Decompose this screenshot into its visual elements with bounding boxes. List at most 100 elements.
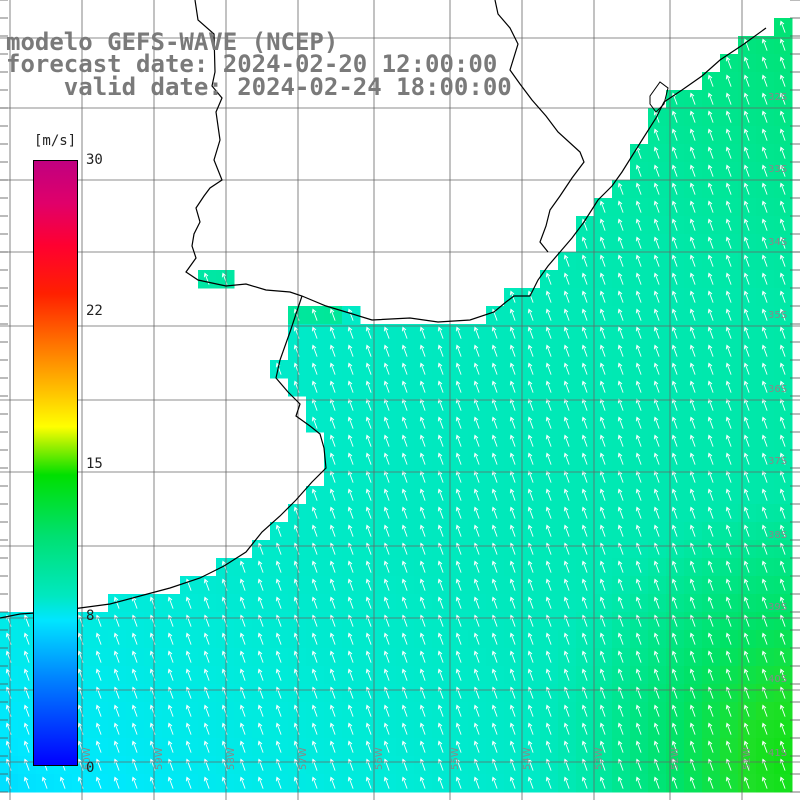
- wind-arrow: [329, 776, 336, 789]
- wind-arrow: [527, 740, 534, 753]
- wind-arrow: [599, 650, 606, 663]
- wind-arrow: [707, 560, 714, 573]
- wind-arrow: [545, 578, 552, 591]
- wind-arrow: [365, 380, 372, 393]
- wind-arrow: [761, 38, 768, 51]
- wind-arrow: [383, 488, 390, 501]
- wind-arrow: [599, 380, 606, 393]
- wind-arrow: [563, 290, 570, 303]
- wind-arrow: [779, 452, 786, 465]
- wind-arrow: [527, 524, 534, 537]
- wind-arrow: [743, 452, 750, 465]
- wind-arrow: [329, 488, 336, 501]
- wind-arrow: [347, 398, 354, 411]
- wind-arrow: [563, 398, 570, 411]
- wind-arrow: [491, 632, 498, 645]
- wind-arrow: [725, 164, 732, 177]
- wind-arrow: [473, 578, 480, 591]
- wind-arrow: [689, 488, 696, 501]
- wind-arrow: [311, 668, 318, 681]
- wind-arrow: [491, 650, 498, 663]
- lon-label: 52W: [670, 747, 681, 770]
- wind-arrow: [473, 506, 480, 519]
- wind-arrow: [779, 506, 786, 519]
- wind-arrow: [761, 128, 768, 141]
- wind-arrow: [383, 578, 390, 591]
- wind-arrow: [581, 362, 588, 375]
- wind-arrow: [563, 506, 570, 519]
- wind-arrow: [689, 272, 696, 285]
- wind-arrow: [563, 434, 570, 447]
- wind-arrow: [113, 704, 120, 717]
- wind-arrow: [527, 668, 534, 681]
- wind-arrow: [635, 254, 642, 267]
- wind-arrow: [491, 470, 498, 483]
- wind-arrow: [401, 398, 408, 411]
- wind-arrow: [419, 650, 426, 663]
- wind-arrow: [311, 740, 318, 753]
- wind-arrow: [581, 416, 588, 429]
- wind-arrow: [707, 668, 714, 681]
- wind-arrow: [563, 326, 570, 339]
- wind-arrow: [725, 326, 732, 339]
- wind-arrow: [653, 560, 660, 573]
- wind-arrow: [617, 272, 624, 285]
- wind-arrow: [707, 596, 714, 609]
- lon-label: 55W: [450, 747, 461, 770]
- lon-label: 59W: [154, 747, 165, 770]
- wind-arrow: [653, 380, 660, 393]
- wind-arrow: [725, 578, 732, 591]
- wind-arrow: [383, 434, 390, 447]
- wind-arrow: [329, 524, 336, 537]
- wind-arrow: [635, 776, 642, 789]
- wind-arrow: [329, 560, 336, 573]
- wind-arrow: [707, 722, 714, 735]
- wind-arrow: [689, 398, 696, 411]
- wind-arrow: [113, 596, 120, 609]
- wind-arrow: [671, 182, 678, 195]
- wind-arrow: [509, 722, 516, 735]
- wind-arrow: [473, 722, 480, 735]
- wind-arrow: [23, 650, 30, 663]
- lat-label: 33S: [768, 164, 787, 175]
- wind-arrow: [347, 506, 354, 519]
- wind-arrow: [329, 578, 336, 591]
- wind-arrow: [671, 776, 678, 789]
- wind-arrow: [653, 506, 660, 519]
- wind-arrow: [707, 326, 714, 339]
- wind-arrow: [365, 506, 372, 519]
- wind-arrow: [707, 110, 714, 123]
- wind-arrow: [401, 416, 408, 429]
- wind-arrow: [329, 470, 336, 483]
- wind-arrow: [437, 650, 444, 663]
- wind-arrow: [347, 380, 354, 393]
- wind-arrow: [689, 128, 696, 141]
- wind-arrow: [707, 200, 714, 213]
- wind-arrow: [329, 326, 336, 339]
- colorbar-tick-22: 22: [86, 303, 103, 319]
- wind-arrow: [509, 470, 516, 483]
- wind-arrow: [761, 560, 768, 573]
- wind-arrow: [743, 272, 750, 285]
- lat-label: 34S: [768, 237, 787, 248]
- wind-arrow: [347, 668, 354, 681]
- wind-arrow: [689, 578, 696, 591]
- wind-arrow: [671, 704, 678, 717]
- wind-arrow: [779, 434, 786, 447]
- wind-arrow: [779, 722, 786, 735]
- wind-arrow: [761, 506, 768, 519]
- wind-arrow: [509, 578, 516, 591]
- wind-arrow: [275, 596, 282, 609]
- wind-arrow: [725, 452, 732, 465]
- wind-arrow: [509, 524, 516, 537]
- wind-arrow: [635, 326, 642, 339]
- wind-arrow: [257, 632, 264, 645]
- wind-arrow: [689, 650, 696, 663]
- wind-arrow: [689, 92, 696, 105]
- wind-arrow: [635, 596, 642, 609]
- wind-arrow: [743, 146, 750, 159]
- wind-arrow: [491, 362, 498, 375]
- wind-arrow: [653, 164, 660, 177]
- lon-label: 58W: [226, 747, 237, 770]
- wind-arrow: [545, 290, 552, 303]
